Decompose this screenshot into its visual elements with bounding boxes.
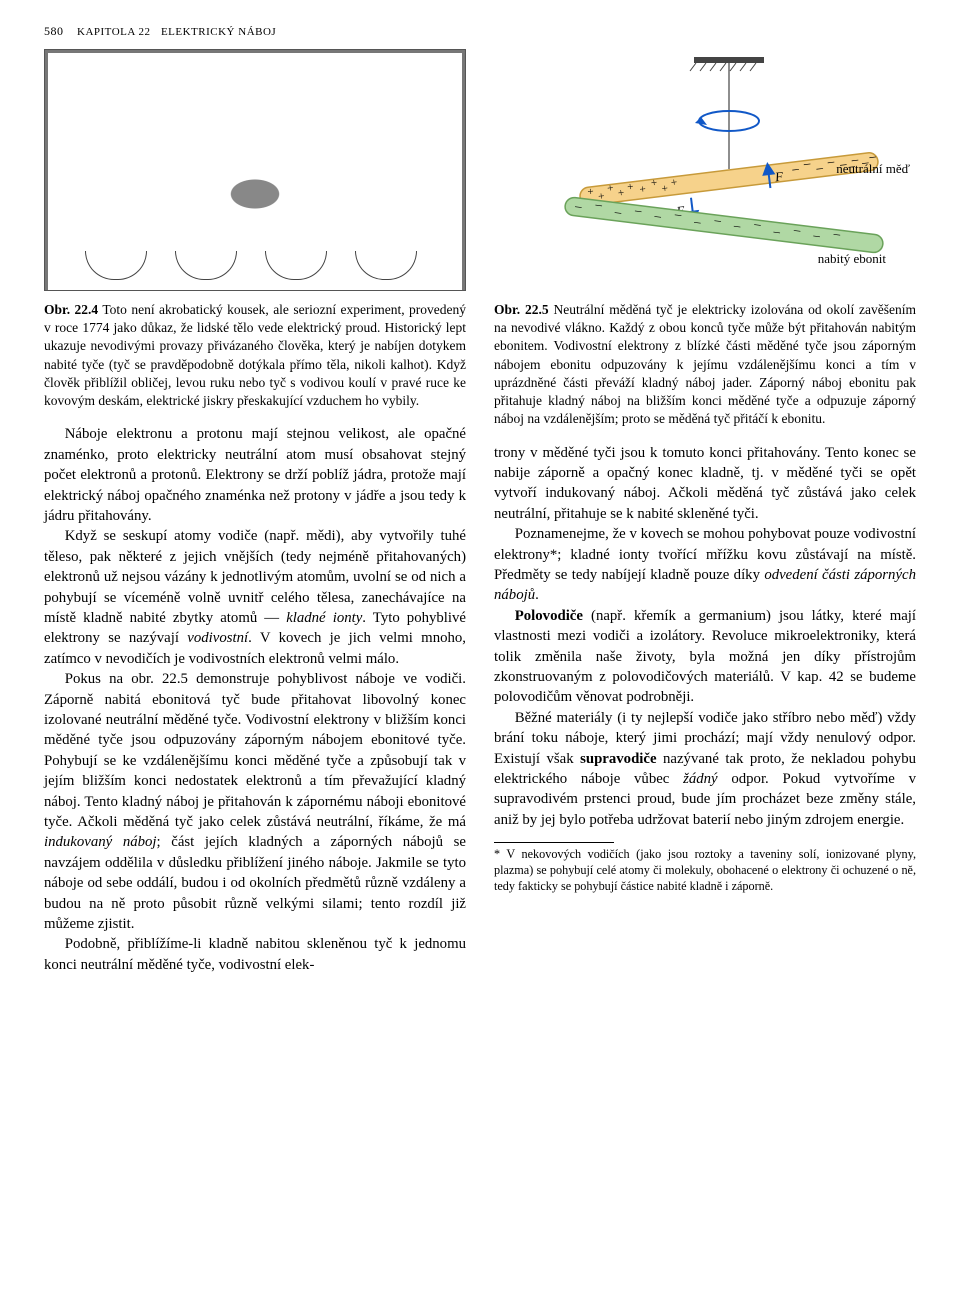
footnote: * V nekovových vodičích (jako jsou rozto… bbox=[494, 847, 916, 895]
label-ebonite: nabitý ebonit bbox=[818, 251, 886, 267]
footnote-rule bbox=[494, 842, 614, 843]
caption-22-5-text: Neutrální měděná tyč je elektricky izolo… bbox=[494, 302, 916, 426]
para-l-3: Pokus na obr. 22.5 demonstruje pohyblivo… bbox=[44, 669, 466, 934]
chapter-title: ELEKTRICKÝ NÁBOJ bbox=[161, 26, 276, 38]
para-l-2: Když se seskupí atomy vodiče (např. mědi… bbox=[44, 526, 466, 669]
caption-22-4: Obr. 22.4 Toto není akrobatický kousek, … bbox=[44, 301, 466, 410]
para-l-1: Náboje elektronu a protonu mají stejnou … bbox=[44, 424, 466, 526]
caption-22-5: Obr. 22.5 Neutrální měděná tyč je elektr… bbox=[494, 301, 916, 429]
label-copper: neutrální měď bbox=[836, 161, 910, 177]
para-r-4: Běžné materiály (i ty nejlepší vodiče ja… bbox=[494, 708, 916, 830]
page-number: 580 bbox=[44, 24, 64, 38]
para-l-4: Podobně, přiblížíme-li kladně nabitou sk… bbox=[44, 934, 466, 975]
caption-22-4-label: Obr. 22.4 bbox=[44, 302, 98, 317]
chapter-label: KAPITOLA 22 bbox=[77, 26, 150, 38]
caption-22-5-label: Obr. 22.5 bbox=[494, 302, 549, 317]
caption-22-4-text: Toto není akrobatický kousek, ale serioz… bbox=[44, 302, 466, 408]
para-r-1: trony v měděné tyči jsou k tomuto konci … bbox=[494, 443, 916, 525]
para-r-2: Poznamenejme, že v kovech se mohou pohyb… bbox=[494, 524, 916, 606]
figure-22-5-image: +++ +++ +++ ––– ––– ––– bbox=[494, 51, 916, 291]
running-head: 580 KAPITOLA 22 ELEKTRICKÝ NÁBOJ bbox=[44, 24, 916, 39]
figure-22-4-image bbox=[44, 49, 466, 291]
para-r-3: Polovodiče (např. křemík a germanium) js… bbox=[494, 606, 916, 708]
body-columns: Obr. 22.4 Toto není akrobatický kousek, … bbox=[44, 301, 916, 975]
